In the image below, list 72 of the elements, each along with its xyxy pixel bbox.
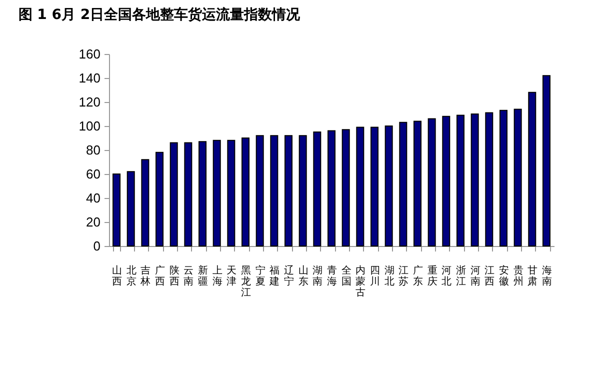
bar: [428, 118, 436, 246]
x-tick-label: 安徽: [498, 264, 509, 288]
bar: [370, 126, 378, 246]
bar: [384, 126, 393, 246]
x-tick-label: 江西: [484, 264, 495, 288]
y-tick-label: 160: [78, 46, 100, 62]
bar: [256, 135, 264, 246]
bar: [413, 120, 422, 246]
x-tick-label: 云南: [184, 266, 194, 288]
x-tick-label: 江苏: [398, 264, 409, 288]
bar: [342, 129, 350, 246]
x-tick-label: 陕西: [169, 264, 180, 288]
bar: [242, 138, 250, 246]
y-tick-label: 140: [78, 70, 100, 86]
bar: [170, 142, 178, 246]
x-tick-label: 甘肃: [528, 264, 538, 288]
x-tick-label: 青海: [327, 264, 337, 288]
y-tick-label: 80: [86, 142, 100, 158]
bar: [456, 114, 464, 246]
bar: [485, 112, 494, 246]
bar: [227, 140, 236, 246]
bar: [528, 92, 536, 246]
y-tick-label: 20: [86, 214, 100, 230]
bar: [284, 135, 293, 246]
x-tick-label: 河南: [470, 264, 480, 288]
bar: [212, 140, 221, 246]
x-tick-label: 广东: [412, 264, 423, 288]
x-tick-label: 北京: [126, 264, 136, 288]
bar: [356, 126, 364, 246]
bar: [470, 114, 479, 246]
bar: [184, 142, 192, 246]
x-tick-label: 重庆: [427, 264, 438, 288]
x-tick-label: 全国: [341, 264, 352, 288]
bar: [542, 75, 550, 246]
bar: [156, 152, 164, 246]
bar: [198, 141, 207, 246]
x-tick-label: 天津: [226, 266, 237, 288]
x-tick-label: 海南: [542, 264, 552, 288]
bar: [328, 130, 336, 246]
x-tick-label: 四川: [370, 266, 380, 288]
bar: [112, 174, 121, 246]
x-tick-label: 上海: [212, 264, 222, 288]
bar: [141, 159, 150, 246]
x-tick-label: 福建: [268, 264, 280, 288]
x-tick-label: 山东: [298, 264, 308, 288]
x-tick-label: 黑龙江: [241, 266, 252, 298]
bar: [126, 171, 135, 246]
x-tick-label: 辽宁: [284, 264, 294, 288]
x-tick-label: 吉林: [140, 264, 151, 288]
bar: [514, 108, 522, 246]
x-tick-label: 河北: [442, 264, 452, 288]
y-tick-label: 60: [86, 166, 100, 182]
x-tick-label: 湖南: [312, 264, 323, 288]
x-tick-label: 贵州: [513, 264, 524, 288]
x-tick-label: 宁夏: [255, 264, 266, 288]
x-tick-label: 湖北: [384, 264, 394, 288]
x-tick-label: 内蒙古: [356, 264, 366, 298]
y-tick-label: 100: [78, 118, 100, 134]
bar: [298, 135, 307, 246]
x-tick-label: 广西: [155, 264, 166, 288]
y-tick-label: 0: [93, 238, 100, 254]
x-tick-label: 浙江: [456, 264, 466, 288]
bar: [313, 132, 322, 246]
bar: [499, 110, 508, 246]
y-tick-label: 40: [86, 190, 100, 206]
bar: [399, 122, 408, 246]
x-tick-label: 山西: [112, 264, 122, 288]
bar: [270, 135, 278, 246]
chart-title: 图 1 6月 2日全国各地整车货运流量指数情况: [18, 6, 302, 23]
x-tick-label: 新疆: [198, 264, 208, 288]
bar: [442, 116, 450, 246]
y-tick-label: 120: [78, 94, 100, 110]
